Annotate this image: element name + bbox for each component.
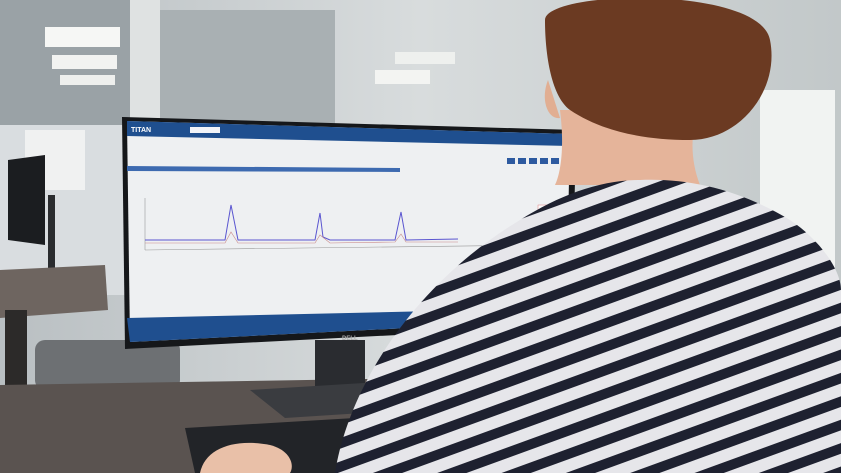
ceiling-light [52, 55, 117, 69]
side-desk [0, 265, 108, 318]
ceiling-light [395, 52, 455, 64]
chart-axis [144, 244, 541, 251]
office-chair [35, 340, 180, 390]
toolbar-buttons [507, 158, 559, 164]
app-logo: TITAN [131, 127, 151, 134]
ceiling-light [375, 70, 430, 84]
monitor-stand [48, 195, 55, 280]
ear [544, 80, 560, 119]
secondary-monitor [8, 155, 45, 245]
app-tab-button [190, 127, 220, 133]
desk-leg [5, 310, 27, 390]
hand [200, 442, 292, 473]
ceiling-light [60, 75, 115, 85]
ceiling-light [45, 27, 120, 47]
glass-partition [160, 10, 335, 130]
hair [545, 0, 772, 140]
striped-shirt [335, 179, 841, 473]
dell-logo: DELL [342, 336, 358, 342]
app-selection-bar [127, 166, 400, 172]
app-header-bar [127, 121, 570, 146]
chart-line-secondary [145, 231, 458, 244]
chart-line [145, 204, 459, 241]
